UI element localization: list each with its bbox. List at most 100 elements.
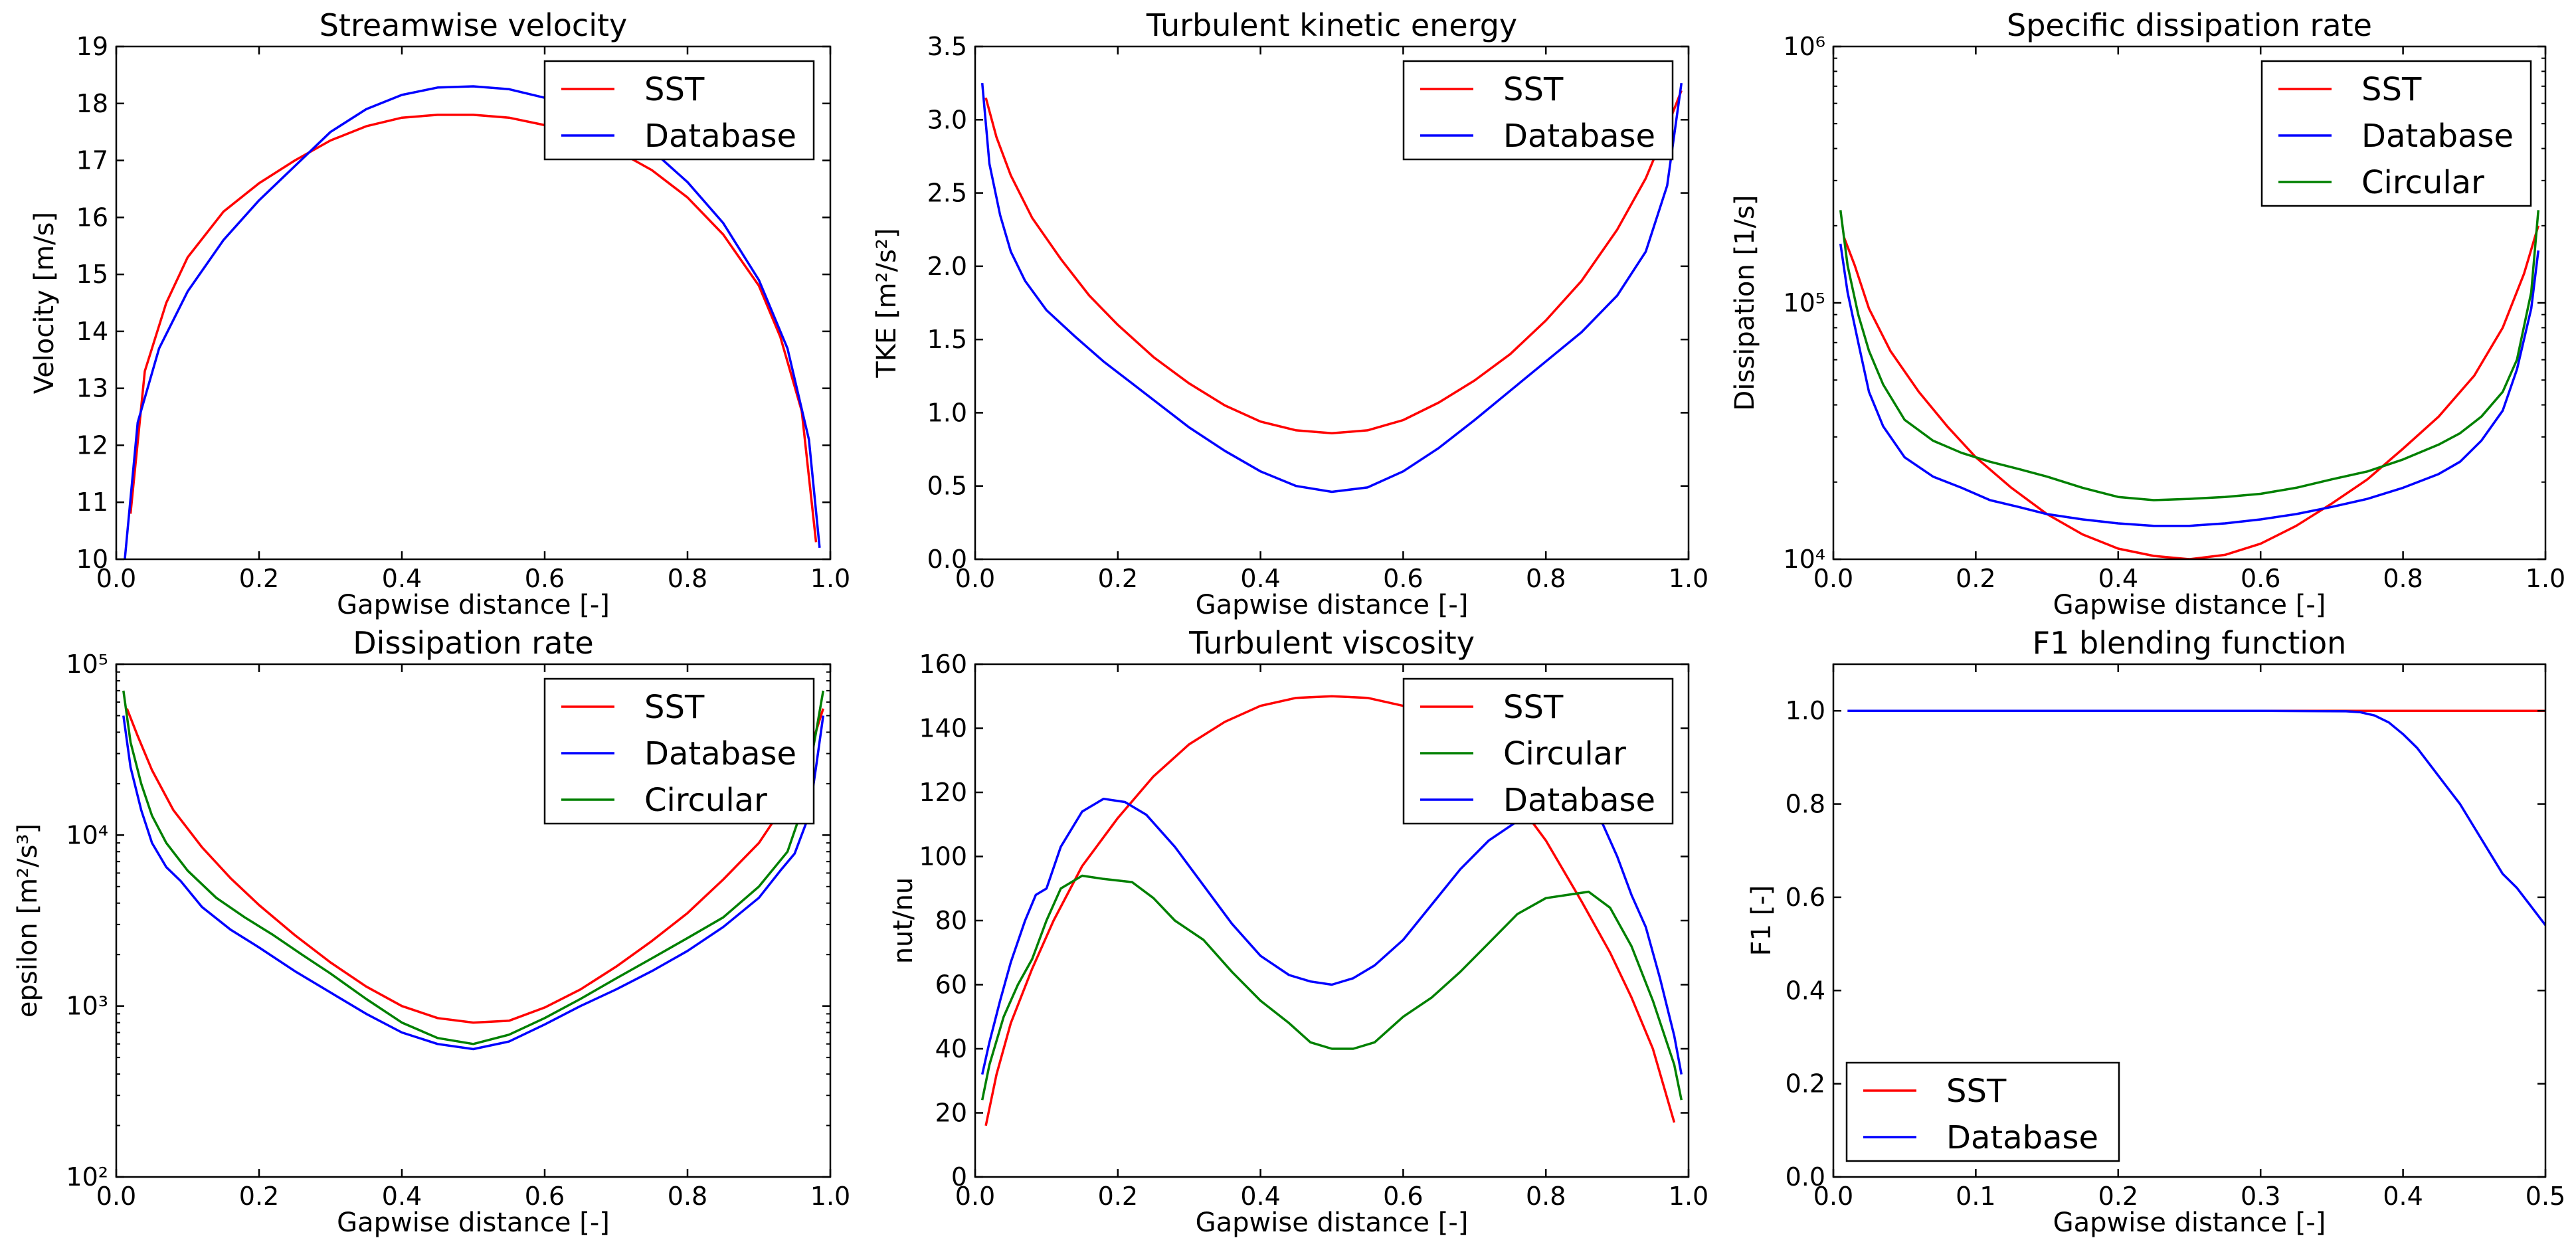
y-tick-label: 10 <box>76 545 108 574</box>
x-tick-label: 0.1 <box>1956 1182 1995 1211</box>
series-line-sst <box>984 90 1683 435</box>
legend-box <box>1845 1061 2120 1162</box>
y-axis-label: nut/nu <box>888 877 919 964</box>
y-tick-label: 13 <box>76 374 108 403</box>
chart-title: Turbulent viscosity <box>1188 625 1475 661</box>
y-axis-label: F1 [-] <box>1746 885 1777 956</box>
x-axis-label: Gapwise distance [-] <box>1196 590 1469 620</box>
chart-title: Streamwise velocity <box>320 7 628 43</box>
x-tick-label: 0.2 <box>1098 1182 1138 1211</box>
x-tick-label: 0.3 <box>2241 1182 2280 1211</box>
x-tick-label: 0.0 <box>1813 564 1853 593</box>
legend-label: SST <box>644 689 705 726</box>
y-tick-label: 19 <box>76 32 108 61</box>
x-tick-label: 0.4 <box>1240 1182 1280 1211</box>
x-axis-label: Gapwise distance [-] <box>337 590 610 620</box>
legend: SST Database <box>543 60 815 161</box>
series-line-database <box>122 715 825 1051</box>
y-tick-label: 11 <box>76 488 108 517</box>
x-axis-label: Gapwise distance [-] <box>337 1208 610 1238</box>
y-tick-label: 60 <box>935 970 967 1000</box>
y-tick-label: 0.5 <box>927 472 967 501</box>
y-axis-label: Dissipation [1/s] <box>1730 195 1760 411</box>
legend: SST Database <box>1402 60 1674 161</box>
x-tick-label: 0.0 <box>955 564 995 593</box>
y-axis-label: Velocity [m/s] <box>29 212 60 394</box>
y-tick-label: 3.0 <box>927 105 967 134</box>
x-tick-label: 0.4 <box>2383 1182 2423 1211</box>
x-tick-label: 0.6 <box>1383 564 1423 593</box>
legend: SST Database Circular <box>543 677 815 825</box>
legend-label: SST <box>1946 1073 2007 1110</box>
x-axis-label: Gapwise distance [-] <box>1196 1208 1469 1238</box>
series-line-sst <box>984 695 1676 1126</box>
x-tick-label: 0.6 <box>2241 564 2280 593</box>
y-tick-label: 120 <box>919 778 967 807</box>
y-tick-label: 10⁵ <box>66 650 108 679</box>
plot-frame <box>115 663 832 1178</box>
y-tick-label: 14 <box>76 317 108 346</box>
legend-box <box>1402 60 1674 161</box>
x-tick-label: 0.4 <box>382 1182 422 1211</box>
x-tick-label: 0.4 <box>382 564 422 593</box>
y-tick-label: 10⁴ <box>1783 545 1825 574</box>
x-tick-label: 0.8 <box>1526 564 1566 593</box>
x-tick-label: 0.4 <box>1240 564 1280 593</box>
y-tick-label: 15 <box>76 260 108 289</box>
y-tick-label: 40 <box>935 1034 967 1063</box>
series-line-sst <box>126 708 824 1024</box>
series-line-sst <box>129 114 818 543</box>
series-line-database <box>980 82 1683 493</box>
chart-panel-5: 0.0 0.2 0.4 0.6 0.8 1.0 0 20 40 60 80 100 120 140 160 T… <box>888 625 1708 1238</box>
y-axis-label: epsilon [m²/s³] <box>13 824 43 1018</box>
y-tick-label: 80 <box>935 906 967 935</box>
x-tick-label: 1.0 <box>1669 1182 1708 1211</box>
series-line-database <box>1839 243 2540 527</box>
y-tick-label: 17 <box>76 146 108 175</box>
x-tick-label: 0.6 <box>1383 1182 1423 1211</box>
y-tick-label: 10⁴ <box>66 820 108 850</box>
chart-panel-6: 0.0 0.1 0.2 0.3 0.4 0.5 0.0 0.2 0.4 0.6 0.8 1.0 F1 b… <box>1746 625 2565 1238</box>
legend: SST Circular Database <box>1402 677 1674 825</box>
legend-label: Circular <box>1503 735 1626 772</box>
series-line-circular <box>1839 210 2540 501</box>
chart-panel-3: 0.0 0.2 0.4 0.6 0.8 1.0 10⁴ 10⁵ 10⁶ Specific diss… <box>1730 7 2565 620</box>
y-tick-label: 1.0 <box>1786 696 1825 725</box>
x-tick-label: 0.0 <box>96 1182 136 1211</box>
x-tick-label: 0.8 <box>668 564 707 593</box>
x-tick-label: 0.2 <box>2098 1182 2138 1211</box>
y-tick-label: 10⁶ <box>1783 32 1825 61</box>
legend-label: SST <box>1503 689 1564 726</box>
legend-label: SST <box>1503 71 1564 108</box>
y-tick-label: 18 <box>76 89 108 118</box>
y-tick-label: 1.0 <box>927 398 967 427</box>
legend: SST Database <box>1845 1061 2120 1162</box>
x-tick-label: 0.2 <box>1098 564 1138 593</box>
y-tick-label: 0 <box>951 1162 967 1192</box>
legend-label: Database <box>1503 118 1655 155</box>
y-tick-label: 0.0 <box>1786 1162 1825 1192</box>
y-tick-label: 20 <box>935 1099 967 1128</box>
x-tick-label: 0.0 <box>1813 1182 1853 1211</box>
x-tick-label: 0.5 <box>2526 1182 2565 1211</box>
y-tick-label: 10² <box>66 1162 108 1192</box>
y-axis-label: TKE [m²/s²] <box>872 228 902 378</box>
y-tick-label: 100 <box>919 842 967 871</box>
series-line-database <box>124 85 821 559</box>
legend-label: Database <box>1503 782 1655 819</box>
plot-frame <box>115 45 832 561</box>
x-tick-label: 1.0 <box>1669 564 1708 593</box>
y-tick-label: 12 <box>76 430 108 460</box>
x-axis-label: Gapwise distance [-] <box>2053 590 2326 620</box>
y-tick-label: 2.5 <box>927 179 967 208</box>
plot-frame <box>1832 663 2547 1178</box>
chart-panel-1: 0.0 0.2 0.4 0.6 0.8 1.0 10 11 12 13 14 15 16 17 18 19 St… <box>29 7 850 620</box>
x-tick-label: 0.2 <box>1956 564 1995 593</box>
x-tick-label: 0.8 <box>2383 564 2423 593</box>
legend-label: Circular <box>2361 164 2484 201</box>
legend-label: Database <box>1946 1119 2098 1156</box>
x-tick-label: 1.0 <box>810 1182 850 1211</box>
y-tick-label: 0.0 <box>927 545 967 574</box>
chart-title: Turbulent kinetic energy <box>1146 7 1517 43</box>
